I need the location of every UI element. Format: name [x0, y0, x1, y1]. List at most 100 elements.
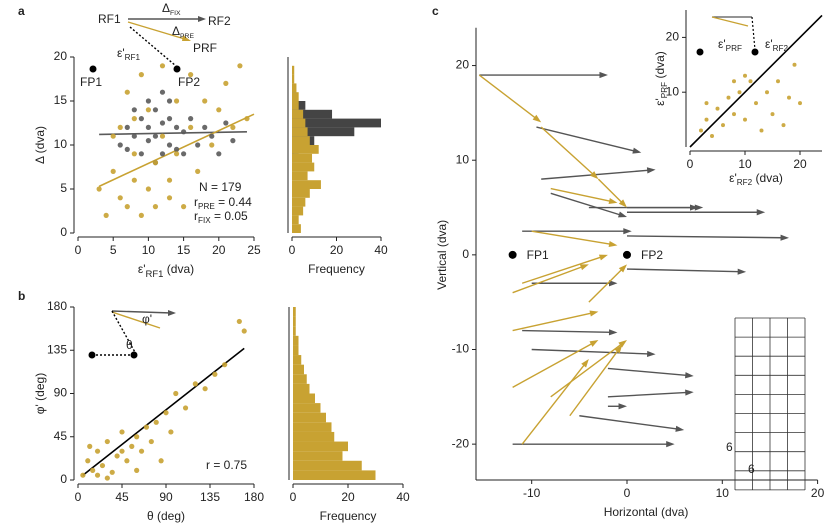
x-tick-label: 10: [738, 157, 752, 171]
arrow: [550, 187, 618, 205]
point: [145, 107, 151, 113]
point: [110, 133, 116, 139]
x-axis-label: Frequency: [308, 262, 365, 276]
point: [124, 124, 130, 130]
y-tick-label: 90: [54, 386, 68, 400]
point: [158, 458, 164, 464]
point: [117, 142, 123, 148]
arrow: [512, 310, 599, 332]
arrow: [569, 344, 623, 417]
arrow-head: [608, 240, 618, 248]
arrow-head: [579, 264, 589, 271]
point: [792, 62, 797, 67]
arrow: [607, 403, 627, 410]
arrow-shaft: [550, 343, 623, 398]
point: [737, 90, 742, 95]
arrow: [111, 311, 161, 329]
arrow-head: [685, 389, 694, 396]
schematic-label-sub: PRE: [180, 33, 194, 40]
point: [759, 128, 764, 133]
bar: [293, 460, 362, 471]
point: [166, 116, 173, 122]
point: [143, 424, 150, 430]
y-tick-label: 15: [54, 93, 68, 107]
schematic-label-base: FP2: [178, 75, 200, 89]
arrow: [512, 264, 589, 294]
arrow-head: [608, 198, 618, 205]
arrow-shaft: [550, 187, 612, 203]
bar: [293, 355, 302, 365]
arrow: [521, 254, 608, 284]
arrow-shaft: [540, 126, 595, 176]
arrow: [479, 71, 608, 79]
point: [748, 79, 753, 84]
x-tick-label: 5: [110, 243, 117, 257]
point: [222, 362, 228, 368]
bar: [292, 136, 310, 145]
point: [195, 142, 201, 148]
point: [138, 72, 144, 78]
schematic-label-sub: RF1: [125, 53, 141, 62]
bar: [292, 109, 333, 119]
x-tick-label: 10: [716, 486, 730, 500]
point: [124, 89, 130, 95]
x-tick-label: 15: [177, 243, 191, 257]
x-axis-label-rest: (dva): [752, 171, 783, 185]
bar: [292, 92, 299, 101]
arrow-head: [589, 340, 599, 347]
schematic-label: ε'PRF: [718, 37, 742, 53]
point: [798, 101, 802, 106]
schematic-b: [88, 310, 176, 359]
bar: [292, 83, 297, 93]
schematic-label: PRF: [193, 41, 217, 55]
point: [743, 117, 747, 122]
point: [153, 419, 159, 425]
schematic-a: [89, 16, 206, 73]
point: [209, 133, 215, 139]
annotation-rest: = 0.05: [211, 209, 248, 223]
bar: [292, 127, 308, 137]
arrow-shaft: [536, 126, 636, 152]
arrow: [607, 367, 694, 379]
x-tick-label: 10: [142, 243, 156, 257]
schematic-label-base: 6: [748, 462, 755, 476]
annotation: rPRE = 0.44: [194, 195, 252, 211]
schematic-label-base: θ: [126, 338, 133, 352]
point: [152, 133, 159, 139]
point: [119, 429, 125, 435]
point: [145, 186, 151, 192]
arrow: [540, 126, 599, 180]
x-tick-label: 0: [290, 490, 297, 504]
schematic-label: φ': [142, 312, 152, 326]
point: [241, 328, 247, 334]
bar: [293, 326, 296, 336]
schematic-label-base: RF2: [208, 14, 231, 28]
point: [223, 120, 229, 126]
bar: [292, 171, 308, 181]
bar: [293, 335, 299, 346]
point: [715, 106, 720, 111]
point: [195, 168, 201, 174]
bar: [292, 118, 306, 128]
arrow: [522, 228, 632, 235]
arrow: [127, 21, 189, 41]
x-tick-label: 25: [247, 243, 261, 257]
y-tick-label: 20: [54, 49, 68, 63]
y-tick-label: 10: [666, 84, 680, 98]
point: [109, 469, 115, 475]
point: [726, 95, 731, 100]
y-axis-label: φ' (deg): [33, 373, 47, 414]
y-axis-label-rest: (dva): [653, 51, 667, 82]
point: [770, 112, 775, 117]
point: [134, 467, 140, 473]
arrow: [522, 329, 618, 336]
point: [188, 124, 194, 130]
annotation-rest: = 0.44: [215, 195, 252, 209]
arrow: [512, 340, 599, 388]
bar: [292, 206, 304, 216]
arrow: [588, 264, 627, 303]
bar: [293, 431, 335, 442]
annotation-base: r: [194, 195, 198, 209]
bar: [292, 127, 355, 137]
schematic-label-sub: RF2: [773, 44, 789, 53]
